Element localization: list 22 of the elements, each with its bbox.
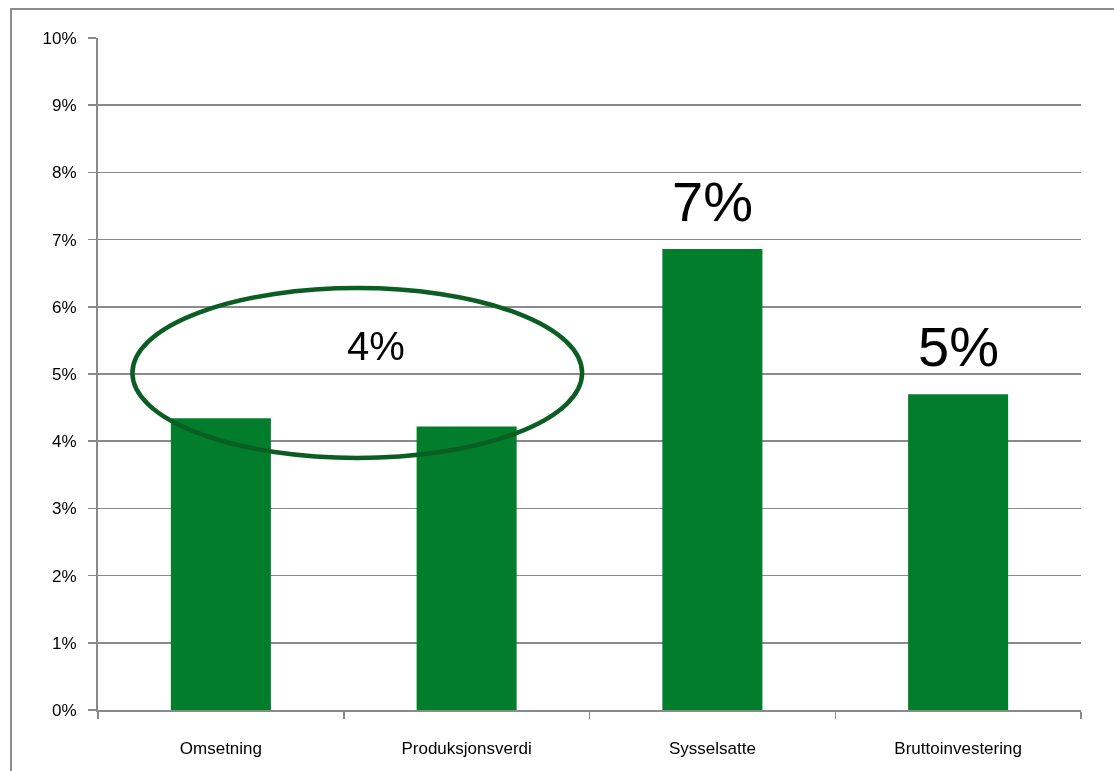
annotation: 7% [672, 170, 753, 233]
y-tick-label: 10% [42, 28, 77, 48]
bar [416, 426, 517, 710]
x-tick-label: Omsetning [179, 739, 262, 759]
annotation: 5% [918, 315, 999, 378]
y-tick-label: 3% [52, 499, 77, 519]
y-tick-label: 7% [52, 230, 77, 250]
x-tick-label: Produksjonsverdi [401, 739, 532, 759]
y-tick-label: 8% [52, 163, 77, 183]
bar [908, 394, 1009, 710]
annotation: 4% [347, 324, 405, 368]
y-tick-label: 9% [52, 96, 77, 116]
y-tick-label: 1% [52, 633, 77, 653]
x-tick-label: Bruttoinvestering [894, 739, 1022, 759]
y-tick-label: 6% [52, 297, 77, 317]
y-tick-label: 4% [52, 432, 77, 452]
x-tick-label: Sysselsatte [668, 739, 756, 759]
bar [170, 418, 271, 710]
y-tick-label: 2% [52, 566, 77, 586]
bar [662, 249, 763, 710]
y-tick-label: 5% [52, 364, 77, 384]
y-tick-label: 0% [52, 700, 77, 720]
